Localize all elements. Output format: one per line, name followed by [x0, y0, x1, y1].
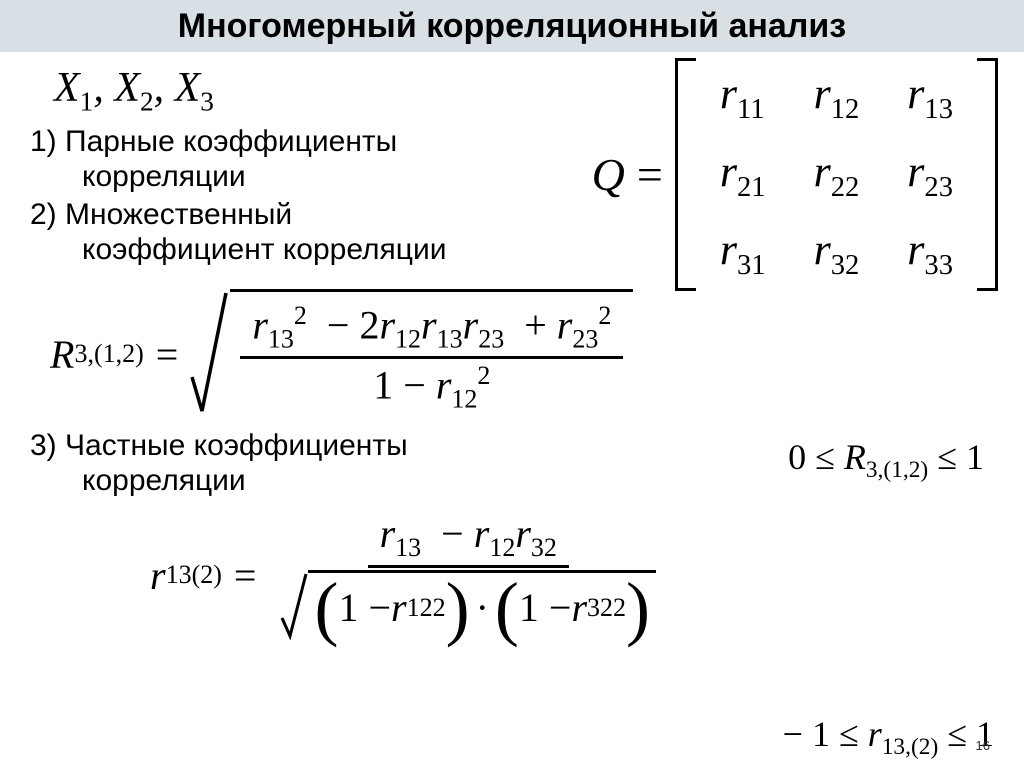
page-number: 16	[976, 738, 990, 753]
content-area: X1, X2, X3 1) Парные коэффициенты коррел…	[0, 52, 1024, 642]
title-bar: Многомерный корреляционный анализ	[0, 0, 1024, 52]
formula-R: R3,(1,2) = r132 − 2r12r13r23 + r232 1 − …	[50, 289, 994, 419]
slide-title: Многомерный корреляционный анализ	[178, 7, 846, 46]
bracket-right	[977, 58, 998, 291]
item-1: 1) Парные коэффициенты корреляции	[30, 125, 550, 194]
formula-partial: r13(2) = r13 − r12r32 (1 − r122) ·	[150, 508, 994, 642]
item-3: 3) Частные коэффициенты корреляции	[30, 429, 550, 498]
matrix-Q: Q	[592, 148, 625, 201]
matrix-block: Q = r11 r12 r13 r21 r22 r23 r31 r32 r33	[592, 58, 998, 291]
item-2: 2) Множественный коэффициент корреляции	[30, 198, 550, 267]
matrix-grid: r11 r12 r13 r21 r22 r23 r31 r32 r33	[696, 58, 977, 291]
range-r: − 1 ≤ r13,(2) ≤ 1	[783, 713, 994, 761]
sqrt-icon: r132 − 2r12r13r23 + r232 1 − r122	[190, 289, 633, 419]
bracket-left	[675, 58, 696, 291]
range-R: 0 ≤ R3,(1,2) ≤ 1	[788, 436, 984, 484]
sqrt-icon: (1 − r122) · (1 − r322)	[280, 570, 656, 640]
